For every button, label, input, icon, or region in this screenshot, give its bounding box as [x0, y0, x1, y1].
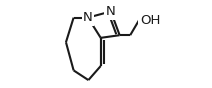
- Text: N: N: [83, 11, 93, 24]
- Text: N: N: [106, 5, 116, 18]
- Text: OH: OH: [140, 14, 160, 27]
